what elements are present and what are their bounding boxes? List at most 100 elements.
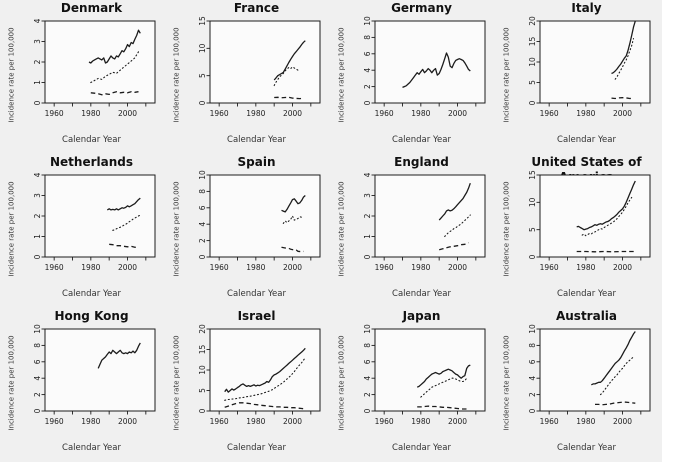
series-solid-line [88, 29, 141, 64]
x-tick-label: 1980 [81, 417, 100, 426]
y-tick-label: 10 [528, 57, 537, 67]
plot-box [209, 328, 321, 412]
y-tick-label: 3 [33, 193, 42, 198]
series-solid-line [281, 195, 306, 213]
x-tick-label: 1960 [45, 263, 64, 272]
chart-panel-japan: Japan Incidence rate per 100,000 1960 198… [330, 308, 495, 462]
y-tick-label: 20 [528, 16, 537, 26]
y-tick-label: 2 [363, 392, 372, 397]
plot-box [209, 20, 321, 104]
series-dotted-line [112, 214, 141, 231]
x-tick-label: 1980 [576, 109, 595, 118]
x-tick-label: 1980 [81, 109, 100, 118]
x-tick-label: 1980 [81, 263, 100, 272]
series-solid-line [611, 20, 636, 75]
y-tick-label: 0 [528, 408, 537, 413]
series-dotted-line [614, 38, 635, 80]
y-axis-label: Incidence rate per 100,000 [172, 335, 181, 431]
series-dotted-line [224, 357, 306, 401]
y-tick-label: 5 [528, 80, 537, 85]
x-tick-label: 1960 [540, 109, 559, 118]
y-tick-label: 6 [33, 359, 42, 364]
chart-plot: 1960 1980 2000 0 2 4 6 8 10 [363, 16, 486, 118]
series-solid-line [438, 182, 471, 221]
chart-plot: 1960 1980 2000 0 5 10 15 20 [528, 16, 651, 118]
y-tick-label: 6 [528, 359, 537, 364]
y-axis-label-wrap: Incidence rate per 100,000 [170, 324, 183, 442]
y-tick-label: 10 [528, 324, 537, 334]
series-dotted-line [599, 356, 635, 396]
x-axis-label: Calendar Year [227, 443, 286, 453]
y-axis-label-wrap: Incidence rate per 100,000 [5, 16, 18, 134]
x-tick-label: 1960 [375, 109, 394, 118]
series-dashed-line [417, 405, 469, 410]
x-tick-label: 1960 [210, 417, 229, 426]
y-tick-label: 1 [33, 234, 42, 239]
series-dotted-line [90, 51, 141, 84]
plot-box [44, 20, 156, 104]
chart-plot: 1960 1980 2000 0 5 10 15 20 [198, 324, 321, 426]
chart-plot: 1960 1980 2000 0 2 4 6 8 10 [363, 324, 486, 426]
y-tick-label: 4 [363, 376, 372, 381]
chart-plot: 1960 1980 2000 0 1 2 3 4 [33, 172, 156, 272]
y-tick-label: 2 [33, 213, 42, 218]
y-tick-label: 10 [528, 197, 537, 207]
y-tick-label: 4 [33, 18, 42, 23]
plot-box [539, 20, 651, 104]
figure: Denmark Incidence rate per 100,000 1960 1… [0, 0, 662, 462]
y-tick-label: 4 [33, 376, 42, 381]
chart-title: Germany [391, 1, 452, 15]
y-axis-label-wrap: Incidence rate per 100,000 [170, 16, 183, 134]
y-tick-label: 2 [33, 59, 42, 64]
y-axis-label: Incidence rate per 100,000 [337, 27, 346, 123]
plot-box [44, 328, 156, 412]
x-tick-label: 1980 [576, 263, 595, 272]
series-dashed-line [595, 401, 636, 406]
x-axis-label: Calendar Year [62, 289, 121, 299]
series-dashed-line [109, 243, 139, 249]
y-tick-label: 10 [198, 43, 207, 53]
x-axis-label: Calendar Year [392, 443, 451, 453]
series-dashed-line [281, 246, 304, 253]
plot-box [539, 328, 651, 412]
y-axis-label-wrap: Incidence rate per 100,000 [500, 170, 513, 288]
x-tick-label: 1960 [375, 263, 394, 272]
chart-title: France [233, 1, 280, 15]
y-tick-label: 2 [198, 238, 207, 243]
series-solid-line [591, 331, 636, 386]
y-tick-label: 8 [198, 189, 207, 194]
chart-title: Japan [402, 309, 441, 323]
x-tick-label: 2000 [118, 109, 137, 118]
chart-plot: 1960 1980 2000 0 1 2 3 4 [33, 18, 156, 118]
chart-plot: 1960 1980 2000 0 5 10 15 [198, 16, 321, 118]
y-axis-label: Incidence rate per 100,000 [337, 335, 346, 431]
chart-plot: 1960 1980 2000 0 2 4 6 8 10 [528, 324, 651, 426]
chart-title: England [394, 155, 449, 169]
x-axis-label: Calendar Year [62, 443, 121, 453]
y-axis-label-wrap: Incidence rate per 100,000 [335, 170, 348, 288]
chart-plot: 1960 1980 2000 0 5 10 15 [528, 170, 651, 272]
y-tick-label: 4 [198, 222, 207, 227]
y-tick-label: 0 [363, 408, 372, 413]
chart-plot: 1960 1980 2000 0 2 4 6 8 10 [198, 170, 321, 272]
y-tick-label: 15 [528, 170, 537, 180]
chart-panel-england: England Incidence rate per 100,000 1960 1… [330, 154, 495, 308]
y-tick-label: 0 [528, 100, 537, 105]
figure-panel-grid: Denmark Incidence rate per 100,000 1960 1… [5, 1, 651, 462]
y-axis-label-wrap: Incidence rate per 100,000 [335, 324, 348, 442]
y-tick-label: 20 [198, 324, 207, 334]
y-tick-label: 10 [363, 324, 372, 334]
x-tick-label: 1960 [45, 109, 64, 118]
x-tick-label: 1960 [375, 417, 394, 426]
x-tick-label: 2000 [613, 263, 632, 272]
x-tick-label: 1960 [210, 109, 229, 118]
x-tick-label: 1960 [45, 417, 64, 426]
y-tick-label: 10 [33, 324, 42, 334]
x-tick-label: 2000 [448, 263, 467, 272]
y-tick-label: 4 [363, 68, 372, 73]
y-tick-label: 4 [528, 376, 537, 381]
y-axis-label: Incidence rate per 100,000 [502, 335, 511, 431]
y-tick-label: 0 [33, 408, 42, 413]
y-tick-label: 0 [363, 254, 372, 259]
series-solid-line [273, 40, 306, 81]
